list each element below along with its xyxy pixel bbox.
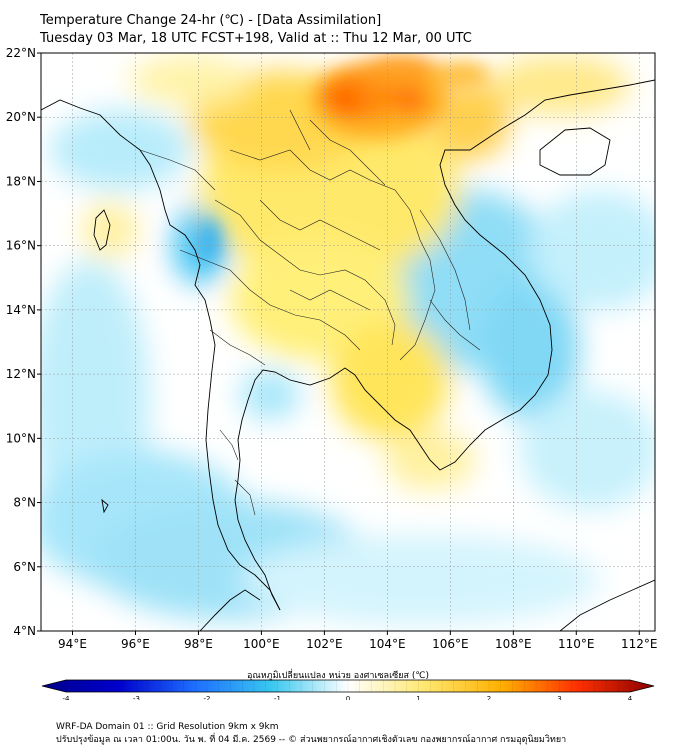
lat-tick-label: 14°N <box>6 303 36 317</box>
lat-tick-label: 6°N <box>13 560 36 574</box>
colorbar-tick-label: -2 <box>204 695 211 700</box>
footer-line-2: ปรับปรุงข้อมูล ณ เวลา 01:00น. วัน พ. ที่… <box>56 735 567 745</box>
colorbar-bar <box>41 679 655 693</box>
colorbar-ticks: -4 -3 -2 -1 0 1 2 3 4 <box>63 680 633 700</box>
colorbar-label: อุณหภูมิเปลี่ยนแปลง หน่วย องศาเซลเซียส (… <box>246 671 430 681</box>
lon-tick-label: 110°E <box>558 637 595 651</box>
lat-tick-label: 18°N <box>6 174 36 188</box>
colorbar-tick-label: 1 <box>416 695 420 700</box>
colorbar-tick-label: 2 <box>487 695 491 700</box>
colorbar-tick-label: 3 <box>557 695 561 700</box>
coastlines <box>41 79 655 631</box>
colorbar: -4 -3 -2 -1 0 1 2 3 4 <box>41 679 655 700</box>
lon-tick-label: 108°E <box>495 637 532 651</box>
colorbar-tick-label: 4 <box>628 695 633 700</box>
lon-tick-label: 94°E <box>58 637 87 651</box>
lon-tick-label: 96°E <box>121 637 150 651</box>
lat-tick-label: 10°N <box>6 431 36 445</box>
map-frame <box>40 52 656 632</box>
lon-tick-label: 106°E <box>432 637 469 651</box>
lon-tick-label: 112°E <box>621 637 658 651</box>
colorbar-tick-label: 0 <box>346 695 350 700</box>
admin-borders <box>139 109 481 516</box>
map-subtitle: Tuesday 03 Mar, 18 UTC FCST+198, Valid a… <box>40 31 472 46</box>
colorbar-tick-label: -1 <box>274 695 281 700</box>
lon-tick-label: 102°E <box>306 637 343 651</box>
lat-tick-label: 12°N <box>6 367 36 381</box>
lat-tick-label: 22°N <box>6 46 36 60</box>
lon-tick-label: 100°E <box>243 637 280 651</box>
lat-tick-label: 20°N <box>6 110 36 124</box>
lat-tick-label: 8°N <box>13 496 36 510</box>
colorbar-tick-label: -3 <box>133 695 140 700</box>
temperature-change-map: 4°N 6°N 8°N 10°N 12°N 14°N 16°N 18°N 20°N 22°N 94… <box>6 46 658 700</box>
gridlines <box>41 53 655 631</box>
longitude-labels: 94°E 96°E 98°E 100°E 102°E 104°E 106°E 108°E 110… <box>58 631 658 651</box>
colorbar-tick-label: -4 <box>63 695 71 700</box>
map-title: Temperature Change 24-hr (℃) - [Data Ass… <box>40 13 382 28</box>
footer-line-1: WRF-DA Domain 01 :: Grid Resolution 9km … <box>56 722 279 732</box>
lat-tick-label: 16°N <box>6 239 36 253</box>
latitude-labels: 4°N 6°N 8°N 10°N 12°N 14°N 16°N 18°N 20°N 22°N <box>6 46 41 638</box>
lat-tick-label: 4°N <box>13 624 36 638</box>
lon-tick-label: 104°E <box>369 637 406 651</box>
lon-tick-label: 98°E <box>184 637 213 651</box>
